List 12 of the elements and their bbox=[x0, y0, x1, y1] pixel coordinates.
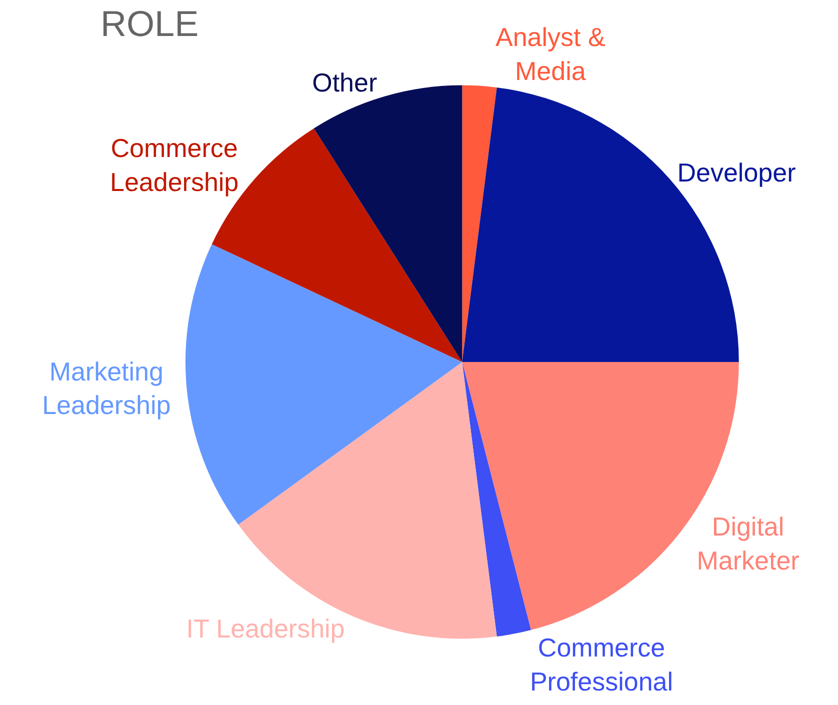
slice-label: Other bbox=[312, 67, 378, 98]
slice-label: Digital Marketer bbox=[696, 512, 800, 576]
slice-label: Marketing Leadership bbox=[42, 356, 171, 420]
slice-label: IT Leadership bbox=[186, 614, 345, 644]
chart-title: ROLE bbox=[100, 2, 199, 44]
slice-label: Developer bbox=[677, 157, 796, 188]
pie-slice bbox=[462, 362, 531, 637]
slice-label: Analyst & Media bbox=[495, 22, 606, 86]
pie-slice bbox=[462, 85, 497, 362]
slice-label: Commerce Professional bbox=[530, 632, 674, 697]
slice-label: Commerce Leadership bbox=[110, 133, 239, 197]
pie-slice bbox=[186, 244, 462, 525]
